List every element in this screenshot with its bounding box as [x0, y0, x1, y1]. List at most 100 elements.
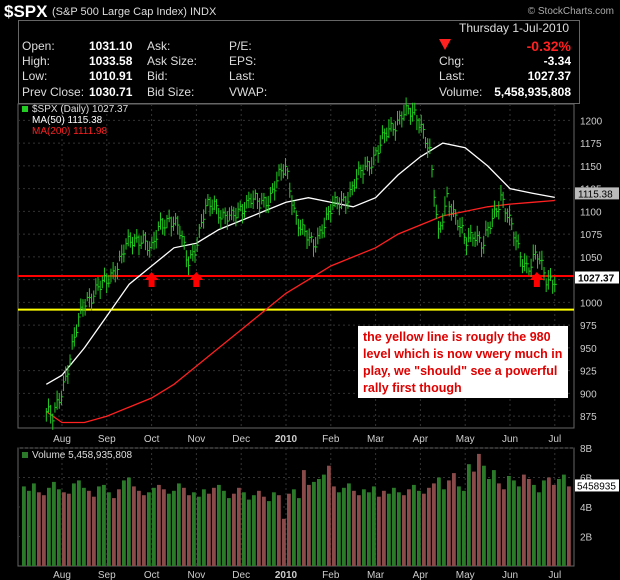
- volume-bar: [37, 492, 41, 567]
- volume-bar: [227, 498, 231, 566]
- volume-value-tag: [575, 479, 619, 492]
- volume-bar: [502, 489, 506, 566]
- volume-bar: [527, 479, 531, 566]
- volume-x-tick-label: Apr: [413, 570, 429, 580]
- price-x-tick-label: Nov: [188, 434, 206, 445]
- legend-swatch: [22, 106, 28, 112]
- last-value: 1027.37: [527, 69, 571, 83]
- up-arrow-icon: [529, 272, 544, 287]
- volume-bar: [207, 493, 211, 566]
- volume-bar: [52, 481, 56, 566]
- volume-bar: [492, 470, 496, 566]
- volume-bar: [57, 489, 61, 566]
- change-percent: -0.32%: [526, 38, 571, 54]
- volume-bar: [152, 487, 156, 566]
- volume-x-tick-label: May: [456, 570, 475, 580]
- volume-bar: [497, 483, 501, 566]
- price-y-tick-label: 1150: [580, 162, 602, 173]
- volume-bar: [257, 490, 261, 566]
- volume-bar: [22, 486, 26, 566]
- volume-bar: [47, 487, 51, 566]
- description: (S&P 500 Large Cap Index) INDX: [52, 6, 217, 18]
- volume-bar: [277, 495, 281, 566]
- volume-bar: [217, 484, 221, 566]
- volume-bar: [452, 473, 456, 566]
- price-y-tick-label: 975: [580, 321, 597, 332]
- volume-bar: [172, 490, 176, 566]
- bid-label: Bid:: [147, 69, 168, 83]
- volume-bar: [117, 489, 121, 566]
- volume-bar: [32, 483, 36, 566]
- volume-bar: [567, 486, 571, 566]
- volume-bar: [562, 474, 566, 566]
- volume-bar: [427, 487, 431, 566]
- price-x-tick-label: Mar: [367, 434, 385, 445]
- volume-y-tick-label: 4B: [580, 503, 593, 514]
- volume-bar: [262, 496, 266, 566]
- volume-bar: [357, 495, 361, 566]
- volume-bar: [332, 486, 336, 566]
- volume-bar: [282, 518, 286, 566]
- volume-bar: [267, 501, 271, 566]
- volume-bar: [477, 453, 481, 566]
- price-legend-entry: MA(200) 1111.98: [32, 126, 107, 137]
- volume-bar: [247, 499, 251, 566]
- price-x-tick-label: Apr: [413, 434, 429, 445]
- volume-bar: [347, 483, 351, 566]
- volume-label: Volume:: [439, 85, 483, 99]
- price-x-tick-label: Jul: [548, 434, 561, 445]
- prevclose-value: 1030.71: [89, 85, 133, 99]
- last-label: Last:: [439, 69, 466, 83]
- price-y-tick-label: 1075: [580, 230, 603, 241]
- ask-label: Ask:: [147, 39, 171, 53]
- price-value-label: 1027.37: [578, 273, 615, 284]
- volume-bar: [252, 495, 256, 566]
- price-legend-entry: MA(50) 1115.38: [32, 115, 103, 126]
- volume-bar: [307, 484, 311, 566]
- volume-bar: [447, 480, 451, 566]
- volume-legend-swatch: [22, 452, 28, 458]
- last-label-mid: Last:: [229, 69, 256, 83]
- down-arrow-icon: [439, 39, 451, 50]
- volume-bar: [422, 493, 426, 566]
- volume-bar: [72, 483, 76, 566]
- price-y-tick-label: 1000: [580, 298, 603, 309]
- volume-bar: [482, 465, 486, 566]
- open-value: 1031.10: [89, 39, 133, 53]
- volume-bar: [367, 492, 371, 567]
- volume-bar: [187, 495, 191, 566]
- volume-x-tick-label: Jul: [548, 570, 561, 580]
- volume-bar: [507, 476, 511, 566]
- volume-bar: [397, 492, 401, 567]
- prevclose-label: Prev Close:: [22, 85, 85, 99]
- price-plot-frame: [17, 103, 575, 429]
- annotation-box: the yellow line is rougly the 980 level …: [358, 326, 568, 398]
- volume-bar: [132, 486, 136, 566]
- volume-bar: [302, 470, 306, 566]
- price-y-tick-label: 925: [580, 367, 597, 378]
- price-x-tick-label: Aug: [53, 434, 71, 445]
- volume-bar: [82, 487, 86, 566]
- volume-bar: [512, 480, 516, 566]
- volume-bar: [312, 481, 316, 566]
- price-y-tick-label: 1200: [580, 116, 603, 127]
- volume-bar: [487, 479, 491, 566]
- volume-x-tick-label: Nov: [188, 570, 206, 580]
- high-label: High:: [22, 54, 51, 68]
- volume-x-tick-label: Jun: [502, 570, 518, 580]
- volume-bar: [552, 484, 556, 566]
- volume-y-tick-label: 2B: [580, 533, 593, 544]
- chg-label: Chg:: [439, 54, 465, 68]
- volume-bar: [432, 483, 436, 566]
- volume-y-tick-label: 8B: [580, 444, 593, 455]
- volume-bar: [437, 477, 441, 566]
- ma50-line: [45, 142, 555, 385]
- volume-bar: [532, 484, 536, 566]
- ma50-value-label: 1115.38: [578, 189, 613, 200]
- price-x-tick-label: 2010: [275, 434, 298, 445]
- volume-bar: [377, 496, 381, 566]
- volume-bar: [322, 474, 326, 566]
- volume-bar: [472, 471, 476, 566]
- volume-bar: [387, 493, 391, 566]
- volume-bar: [112, 498, 116, 566]
